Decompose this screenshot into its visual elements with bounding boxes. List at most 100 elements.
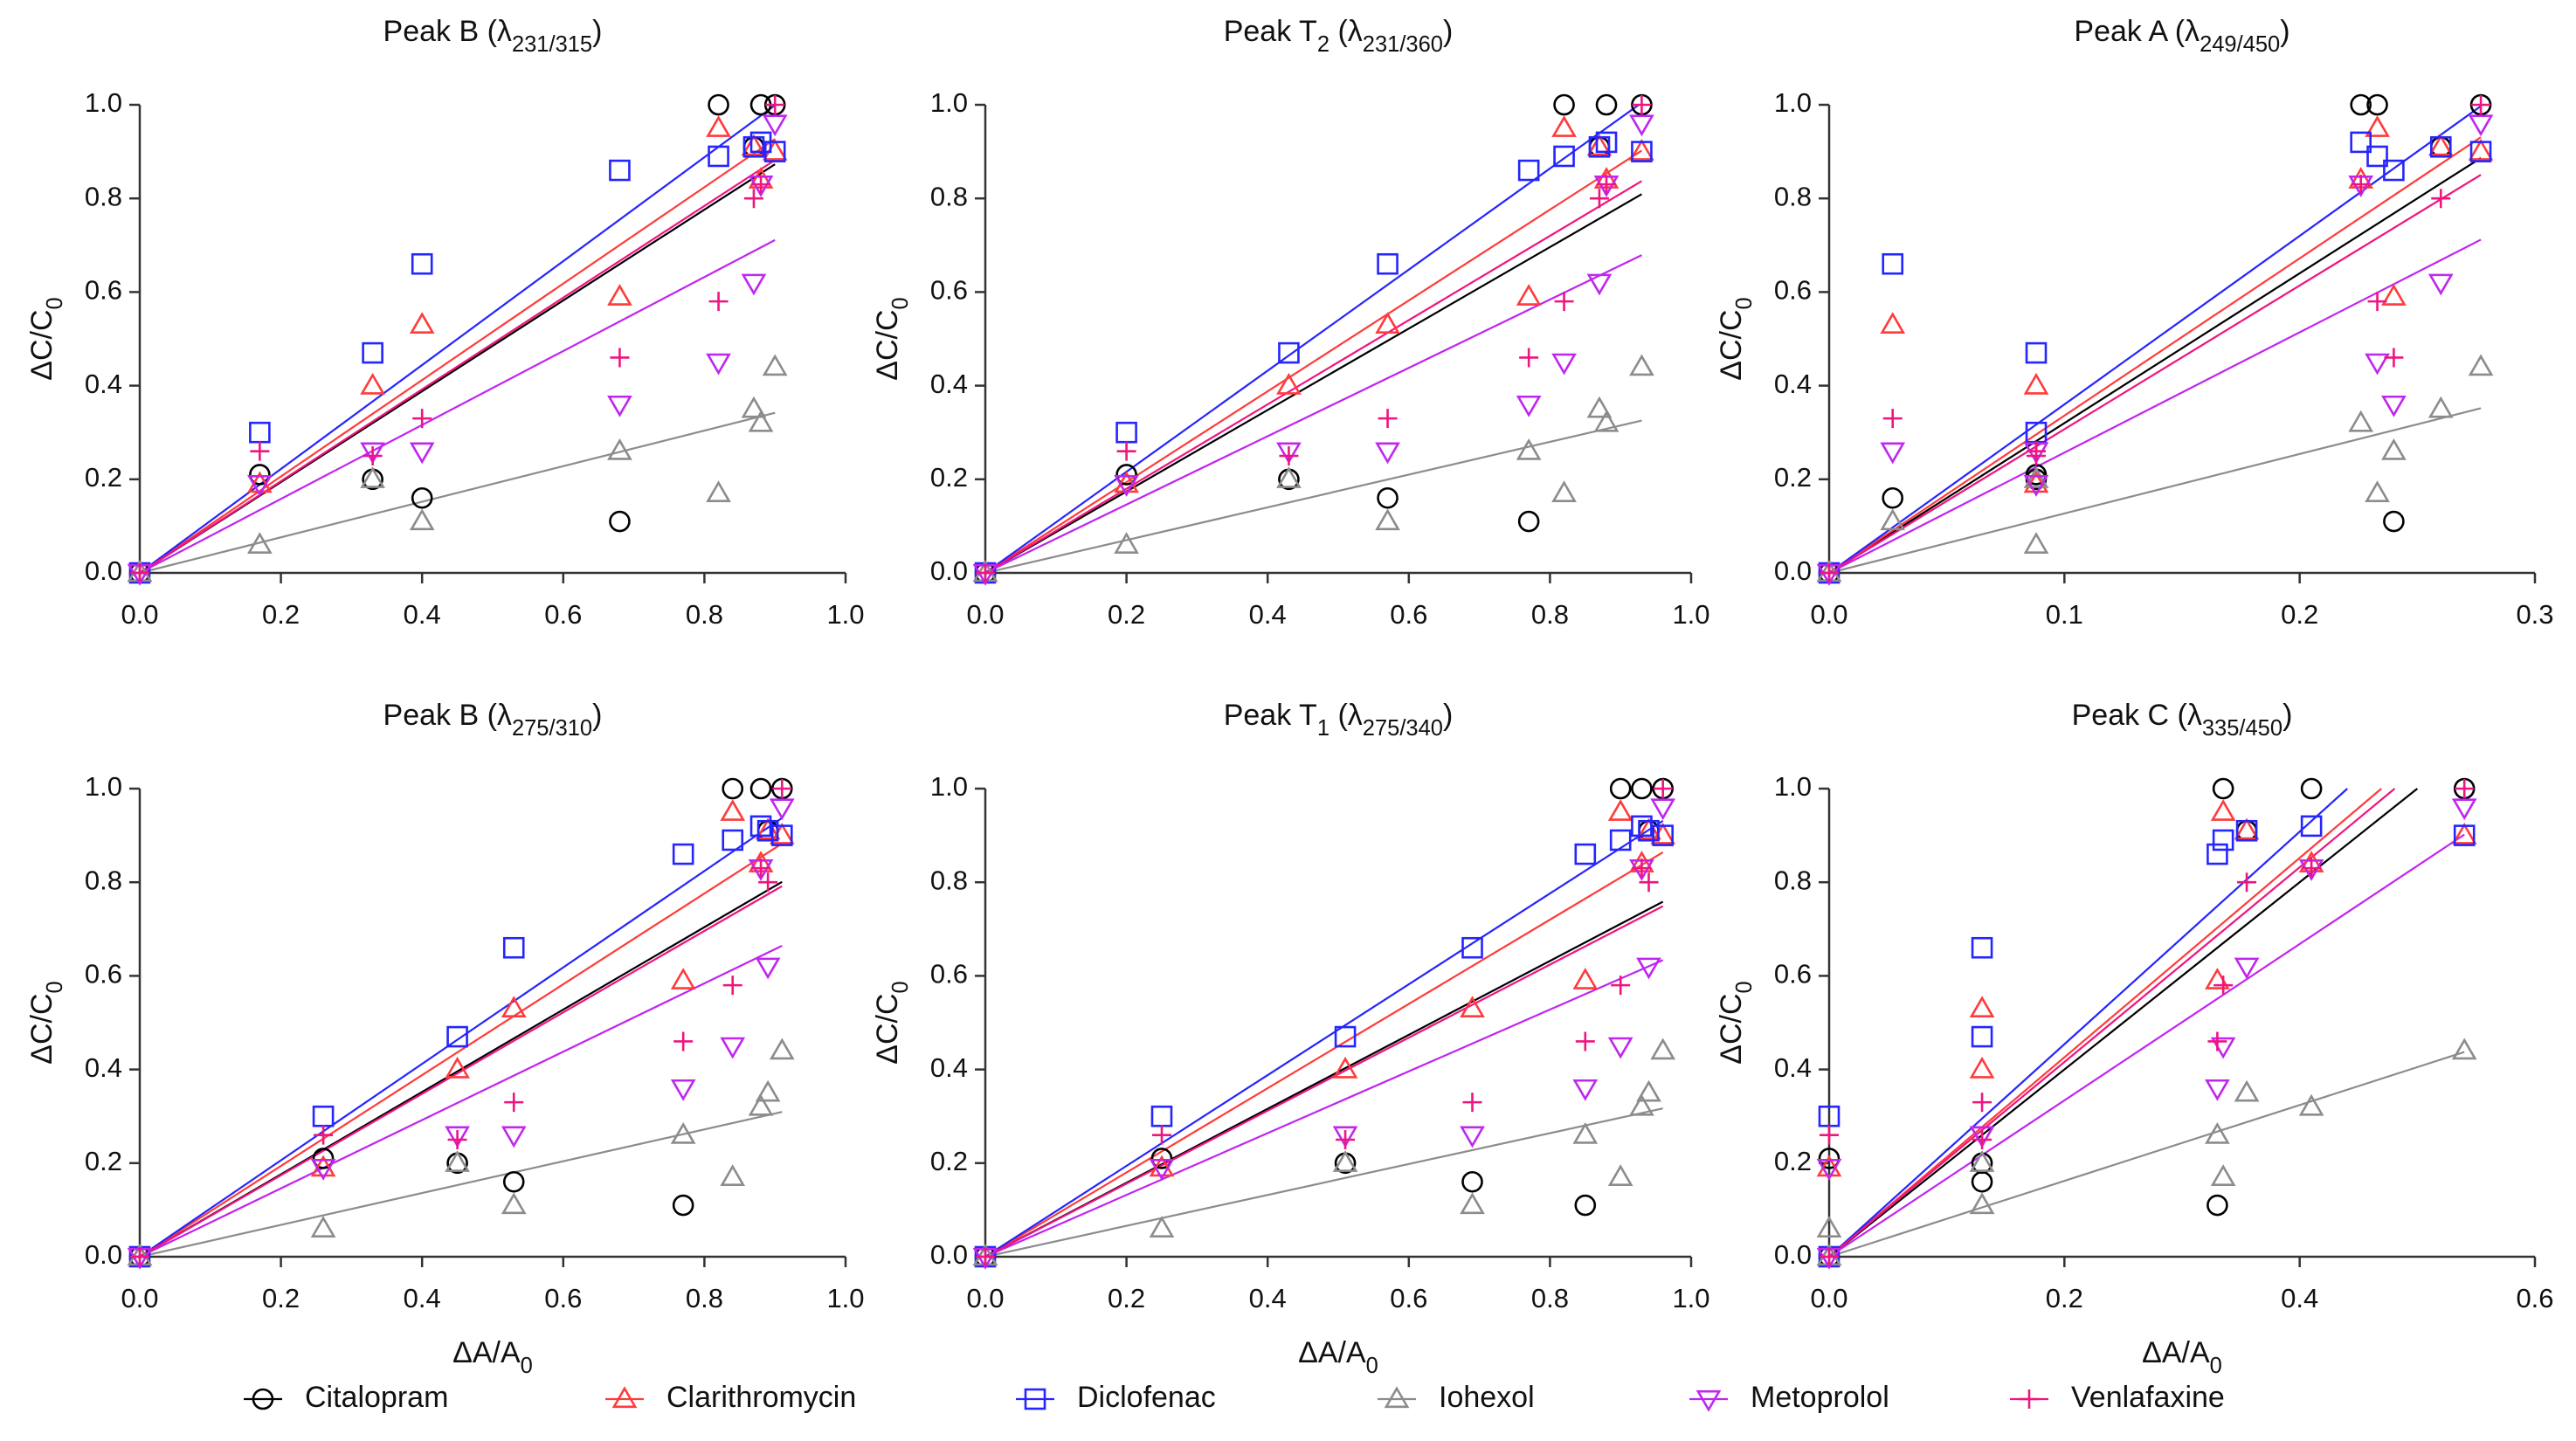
point bbox=[742, 135, 765, 158]
text-part: ) bbox=[1443, 15, 1453, 48]
point bbox=[2210, 799, 2236, 821]
point bbox=[1116, 441, 1136, 461]
y-tick-label: 0.8 bbox=[85, 865, 122, 895]
point bbox=[250, 441, 270, 461]
point bbox=[2471, 95, 2491, 114]
point bbox=[1882, 486, 1904, 509]
point bbox=[2023, 471, 2049, 493]
x-tick-label: 0.1 bbox=[2046, 599, 2083, 630]
point bbox=[2205, 1079, 2230, 1101]
x-axis-label: ΔA/A0 bbox=[1298, 1336, 1378, 1378]
point bbox=[1816, 1155, 1842, 1177]
point bbox=[1516, 395, 1542, 417]
subscript: 0 bbox=[521, 1354, 533, 1378]
subscript: 1 bbox=[1317, 716, 1329, 741]
fit-line bbox=[139, 159, 776, 574]
point bbox=[1460, 1192, 1485, 1215]
point bbox=[1276, 372, 1302, 395]
point bbox=[607, 284, 632, 306]
y-axis-label: ΔC/C0 bbox=[25, 297, 67, 380]
text-part: ΔA/A bbox=[452, 1336, 521, 1369]
point bbox=[445, 1150, 470, 1172]
point bbox=[1650, 1038, 1676, 1060]
point bbox=[1553, 145, 1575, 168]
fit-line bbox=[984, 180, 1643, 574]
point bbox=[2237, 872, 2257, 893]
legend: Citalopram Clarithromycin Diclofenac Iohexo… bbox=[244, 1381, 2225, 1414]
y-tick-label: 0.0 bbox=[930, 555, 968, 586]
fit-line bbox=[1828, 136, 2482, 574]
subscript: 335/450 bbox=[2202, 716, 2282, 741]
point bbox=[610, 348, 630, 368]
text-part: Peak T bbox=[1224, 699, 1317, 732]
point bbox=[755, 1079, 781, 1102]
fit-line bbox=[1828, 788, 2419, 1258]
y-tick-label: 0.0 bbox=[85, 1239, 122, 1270]
point bbox=[1816, 1216, 1842, 1238]
text-part: ΔA/A bbox=[2142, 1336, 2210, 1369]
point bbox=[2381, 438, 2407, 460]
point bbox=[2212, 829, 2234, 852]
text-part: ) bbox=[1443, 699, 1453, 732]
point bbox=[1575, 1031, 1595, 1051]
point bbox=[1971, 1025, 1993, 1048]
y-tick-label: 0.6 bbox=[930, 959, 968, 989]
point bbox=[1653, 779, 1673, 798]
point bbox=[1375, 508, 1400, 531]
point bbox=[1332, 1056, 1358, 1079]
y-tick-label: 0.6 bbox=[930, 275, 968, 306]
point bbox=[1695, 1389, 1722, 1412]
point bbox=[446, 1025, 468, 1048]
point bbox=[1880, 312, 1906, 334]
legend-item: Metoprolol bbox=[1689, 1381, 1889, 1414]
point bbox=[2348, 410, 2374, 432]
point bbox=[1629, 1093, 1654, 1116]
point bbox=[2453, 824, 2476, 846]
point bbox=[1631, 141, 1653, 162]
legend-item: Clarithromycin bbox=[605, 1381, 856, 1414]
point bbox=[1551, 115, 1577, 137]
point bbox=[1024, 1388, 1046, 1410]
point bbox=[2300, 815, 2323, 838]
subscript: 0 bbox=[43, 297, 67, 309]
x-tick-label: 0.6 bbox=[544, 1283, 582, 1313]
point bbox=[755, 957, 781, 980]
text-part: ) bbox=[592, 15, 602, 48]
text-part: ΔA/A bbox=[1298, 1336, 1366, 1369]
point bbox=[1276, 466, 1302, 488]
point bbox=[758, 872, 778, 893]
point bbox=[1150, 1105, 1173, 1127]
point bbox=[976, 1247, 995, 1266]
subscript: 231/315 bbox=[512, 32, 592, 57]
fit-line bbox=[1828, 833, 2465, 1258]
subscript: 249/450 bbox=[2200, 32, 2280, 57]
point bbox=[1332, 1150, 1358, 1172]
fit-line bbox=[1828, 105, 2482, 574]
point bbox=[1971, 1170, 1993, 1193]
point bbox=[670, 968, 696, 989]
point bbox=[2207, 843, 2228, 865]
point bbox=[2451, 822, 2477, 845]
x-tick-label: 0.8 bbox=[1531, 1283, 1569, 1313]
text-part: Peak A (λ bbox=[2074, 15, 2200, 48]
point bbox=[130, 563, 149, 583]
point bbox=[1631, 777, 1653, 800]
point bbox=[1553, 93, 1575, 116]
fit-line bbox=[139, 138, 776, 574]
point bbox=[1632, 858, 1652, 879]
point bbox=[2350, 131, 2372, 154]
point bbox=[1593, 410, 1619, 432]
y-tick-label: 1.0 bbox=[1774, 87, 1812, 118]
point bbox=[1652, 824, 1674, 846]
subscript: 0 bbox=[1732, 981, 1757, 993]
x-tick-label: 0.2 bbox=[262, 599, 300, 630]
point bbox=[1820, 563, 1839, 583]
y-tick-label: 0.8 bbox=[1774, 865, 1812, 895]
point bbox=[2020, 1389, 2039, 1409]
x-tick-label: 0.2 bbox=[2281, 599, 2318, 630]
point bbox=[765, 95, 785, 114]
point bbox=[445, 1056, 470, 1079]
